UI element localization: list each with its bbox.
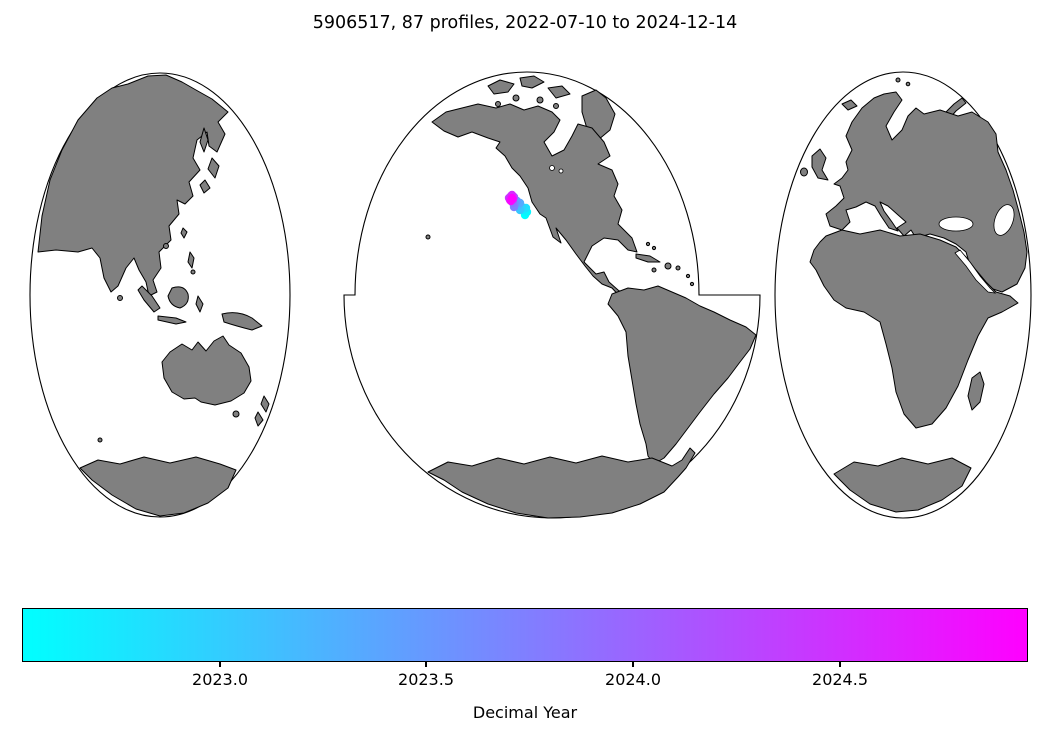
colorbar-tick: 2023.5	[398, 662, 454, 689]
new-guinea-island	[221, 312, 263, 331]
red-sea	[954, 249, 997, 294]
antarctica-segment-2	[427, 447, 696, 519]
tick-label: 2024.0	[605, 670, 661, 689]
projection-lobe-americas	[343, 71, 761, 519]
colorbar	[22, 608, 1028, 662]
colorbar-tick: 2023.0	[192, 662, 248, 689]
tick-mark	[632, 662, 634, 667]
puerto-rico-island	[675, 265, 681, 271]
lesser-antilles-island	[685, 273, 691, 279]
black-sea	[938, 216, 974, 232]
taiwan-island	[180, 227, 188, 239]
north-atlantic-islands	[800, 77, 967, 181]
tasmania-island	[232, 410, 240, 418]
great-lake	[549, 165, 555, 171]
bahamas-island	[645, 241, 651, 247]
iceland	[841, 99, 858, 111]
sulawesi-island	[195, 295, 204, 313]
continent-south-america	[607, 285, 757, 465]
antarctica-segment-3	[833, 457, 972, 513]
japan-islands	[199, 179, 211, 194]
great-britain-island	[811, 148, 829, 181]
tick-mark	[425, 662, 427, 667]
svalbard-island	[905, 81, 911, 87]
continent-australia	[161, 335, 252, 406]
hainan-island	[163, 243, 169, 249]
arctic-island	[519, 75, 545, 89]
hawaii-island	[425, 234, 431, 240]
continent-north-america	[431, 103, 638, 301]
tick-label: 2024.5	[812, 670, 868, 689]
hispaniola-island	[664, 262, 672, 270]
caspian-sea	[993, 204, 1015, 236]
philippines-islands	[187, 251, 195, 269]
tick-label: 2023.0	[192, 670, 248, 689]
japan-islands	[207, 157, 220, 179]
java-island	[157, 315, 187, 325]
sri-lanka-island	[117, 295, 123, 301]
svalbard-island	[895, 77, 901, 83]
figure-title: 5906517, 87 profiles, 2022-07-10 to 2024…	[312, 13, 738, 33]
great-lake	[558, 168, 564, 174]
colorbar-axis-label: Decimal Year	[472, 703, 578, 722]
philippines-islands	[190, 269, 196, 275]
tick-label: 2023.5	[398, 670, 454, 689]
great-lakes	[549, 165, 564, 174]
world-map	[29, 71, 1032, 519]
arctic-island	[495, 101, 501, 107]
arctic-island	[487, 79, 515, 95]
tick-mark	[839, 662, 841, 667]
caribbean-islands	[635, 241, 695, 287]
cuba-island	[635, 253, 661, 263]
antarctica-segment-1	[79, 456, 237, 517]
colorbar-tick: 2024.5	[812, 662, 868, 689]
southeast-asia-islands	[117, 285, 263, 331]
southern-ocean-islet	[97, 437, 103, 443]
sakhalin-island	[199, 127, 209, 153]
ireland-island	[800, 167, 808, 177]
new-zealand-islands	[254, 395, 270, 427]
arctic-island	[512, 94, 520, 102]
profile-points-cluster	[504, 190, 532, 220]
continent-africa	[809, 229, 1019, 429]
tick-mark	[219, 662, 221, 667]
sumatra-island	[137, 285, 161, 313]
continent-asia	[37, 74, 229, 297]
borneo-island	[167, 286, 189, 309]
madagascar-island	[967, 371, 985, 411]
profile-point	[507, 193, 517, 203]
new-zealand-south	[254, 411, 264, 427]
new-zealand-north	[260, 395, 270, 413]
jamaica-island	[651, 267, 657, 273]
colorbar-tick: 2024.0	[605, 662, 661, 689]
arctic-island	[536, 96, 544, 104]
lesser-antilles-island	[689, 281, 695, 287]
arctic-island	[553, 103, 559, 109]
arctic-islands	[487, 75, 571, 109]
arctic-island	[547, 85, 571, 99]
east-asia-islands	[163, 127, 220, 275]
bahamas-island	[651, 245, 657, 251]
